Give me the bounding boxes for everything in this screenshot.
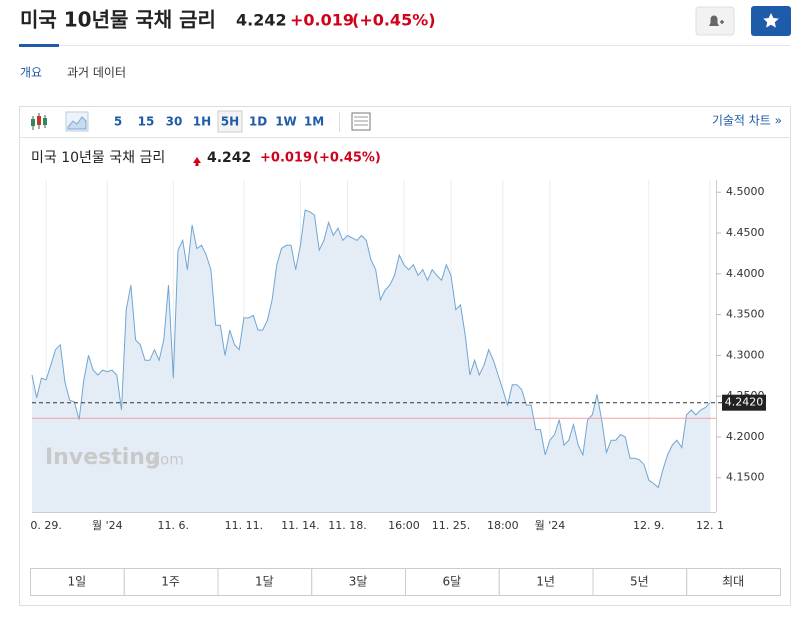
y-tick-label: 4.2000 [726,430,765,443]
range-button[interactable] [686,568,781,596]
price: 4.242 [236,11,287,30]
change-pct: (+0.45%) [352,11,436,30]
watchlist-button[interactable] [751,6,791,36]
interval-button[interactable]: 1W [275,115,297,129]
range-label[interactable]: 6달 [443,575,462,589]
price-line [31,209,711,489]
candle-icon[interactable] [31,113,47,130]
area [32,210,710,512]
range-label[interactable]: 1년 [536,575,555,589]
chart-title: 미국 10년물 국채 금리 [31,150,165,166]
range-button[interactable] [311,568,406,596]
x-tick-label: 월 '24 [535,519,566,532]
x-tick-label: 0. 29. [30,519,62,532]
range-label[interactable]: 1주 [161,575,180,589]
interval-button[interactable]: 5H [221,115,239,129]
technical-chart-link[interactable]: 기술적 차트 » [712,114,782,128]
x-tick-label: 11. 14. [281,519,319,532]
area-icon[interactable] [65,111,89,132]
chart-change: +0.019 [260,151,312,166]
range-button[interactable] [123,568,219,596]
range-label[interactable]: 5년 [630,575,649,589]
range-button[interactable] [405,568,500,596]
interval-button[interactable]: 1M [304,115,324,129]
y-tick-label: 4.3000 [726,348,765,361]
range-label[interactable]: 1일 [68,575,87,589]
x-tick-label: 11. 25. [432,519,470,532]
x-tick-label: 16:00 [388,519,420,532]
x-tick-label: 11. 18. [328,519,366,532]
y-tick-label: 4.4000 [726,267,765,280]
interval-selected [217,110,243,133]
alert-button[interactable] [695,6,735,36]
change: +0.019 [290,11,354,30]
interval-button[interactable]: 1D [249,115,267,129]
x-tick-label: 18:00 [487,519,519,532]
y-tick-label: 4.1500 [726,471,765,484]
range-button[interactable] [217,568,313,596]
interval-button[interactable]: 5 [114,115,122,129]
page-title: 미국 10년물 국채 금리 [20,8,216,32]
settings-icon[interactable] [351,112,371,131]
divider-accent [19,44,59,47]
interval-button[interactable]: 30 [166,115,183,129]
divider [19,45,790,46]
interval-button[interactable]: 15 [138,115,155,129]
y-tick-label: 4.4500 [726,226,765,239]
interval-button[interactable]: 1H [193,115,211,129]
tab[interactable]: 개요 [20,66,42,80]
range-label[interactable]: 3달 [349,575,368,589]
up-arrow [193,157,201,166]
tab[interactable]: 과거 데이터 [67,66,126,80]
x-tick-label: 11. 11. [225,519,263,532]
x-tick-label: 월 '24 [92,519,123,532]
chart-price: 4.242 [207,150,251,166]
chart-change-pct: (+0.45%) [313,151,381,166]
x-tick-label: 12. 9. [633,519,665,532]
last-price-label: 4.2420 [725,396,764,409]
last-price-box [722,394,766,411]
range-label[interactable]: 최대 [722,575,744,589]
watermark: Investing [45,445,161,470]
x-tick-label: 11. 6. [158,519,190,532]
x-tick-label: 12. 1 [696,519,724,532]
watermark-suffix: .com [147,451,184,469]
y-tick-label: 4.5000 [726,185,765,198]
range-label[interactable]: 1달 [255,575,274,589]
y-tick-label: 4.3500 [726,308,765,321]
